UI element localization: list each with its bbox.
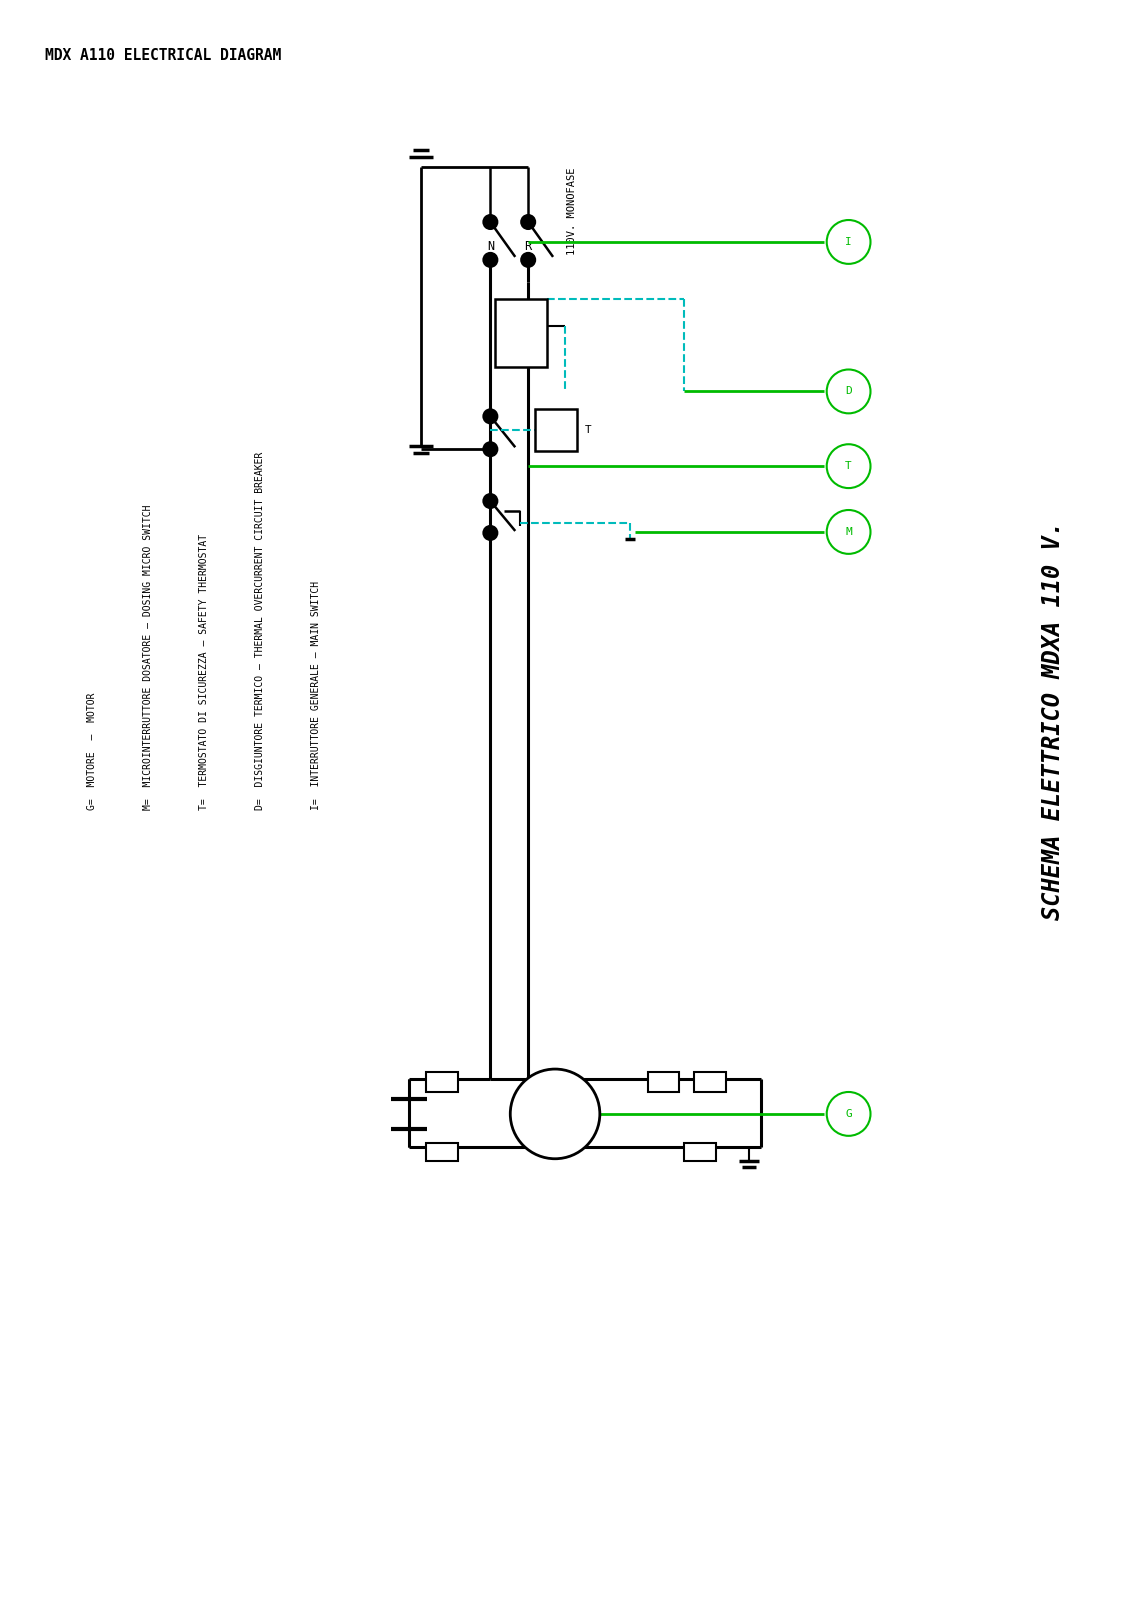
Bar [425, 1072, 458, 1091]
Bar [684, 1142, 716, 1160]
Circle shape [483, 214, 498, 229]
Circle shape [483, 526, 498, 539]
Circle shape [483, 442, 498, 456]
Text: 1~: 1~ [532, 1122, 543, 1131]
Circle shape [510, 1069, 599, 1158]
Text: M: M [845, 526, 852, 538]
Text: N: N [486, 240, 494, 253]
Text: D=  DISGIUNTORE TERMICO – THERMAL OVERCURRENT CIRCUIT BREAKER: D= DISGIUNTORE TERMICO – THERMAL OVERCUR… [254, 451, 265, 810]
Text: T: T [845, 461, 852, 470]
Text: T=  TERMOSTATO DI SICUREZZA – SAFETY THERMOSTAT: T= TERMOSTATO DI SICUREZZA – SAFETY THER… [199, 534, 209, 810]
Text: T: T [585, 426, 592, 435]
Circle shape [827, 221, 871, 264]
Text: G: G [845, 1109, 852, 1118]
Text: 110V. MONOFASE: 110V. MONOFASE [567, 168, 577, 254]
Bar [648, 1072, 680, 1091]
Circle shape [827, 445, 871, 488]
Circle shape [827, 510, 871, 554]
Bar [694, 1072, 726, 1091]
Circle shape [483, 253, 498, 267]
Circle shape [483, 410, 498, 424]
Bar [495, 299, 547, 366]
Circle shape [521, 253, 535, 267]
Circle shape [827, 1091, 871, 1136]
Text: G=  MOTORE  –  MOTOR: G= MOTORE – MOTOR [87, 693, 97, 810]
Circle shape [483, 494, 498, 509]
Text: SCHEMA ELETTRICO MDXA 110 V.: SCHEMA ELETTRICO MDXA 110 V. [1041, 520, 1064, 920]
Text: M: M [559, 1102, 568, 1115]
Text: R: R [525, 240, 532, 253]
Text: D: D [845, 387, 852, 397]
Circle shape [827, 370, 871, 413]
Text: I: I [845, 237, 852, 246]
Bar [535, 410, 577, 451]
Circle shape [521, 214, 535, 229]
Text: M=  MICROINTERRUTTORE DOSATORE – DOSING MICRO SWITCH: M= MICROINTERRUTTORE DOSATORE – DOSING M… [143, 504, 153, 810]
Text: MDX A110 ELECTRICAL DIAGRAM: MDX A110 ELECTRICAL DIAGRAM [44, 48, 280, 62]
Text: I=  INTERRUTTORE GENERALE – MAIN SWITCH: I= INTERRUTTORE GENERALE – MAIN SWITCH [311, 581, 321, 810]
Bar [425, 1142, 458, 1160]
